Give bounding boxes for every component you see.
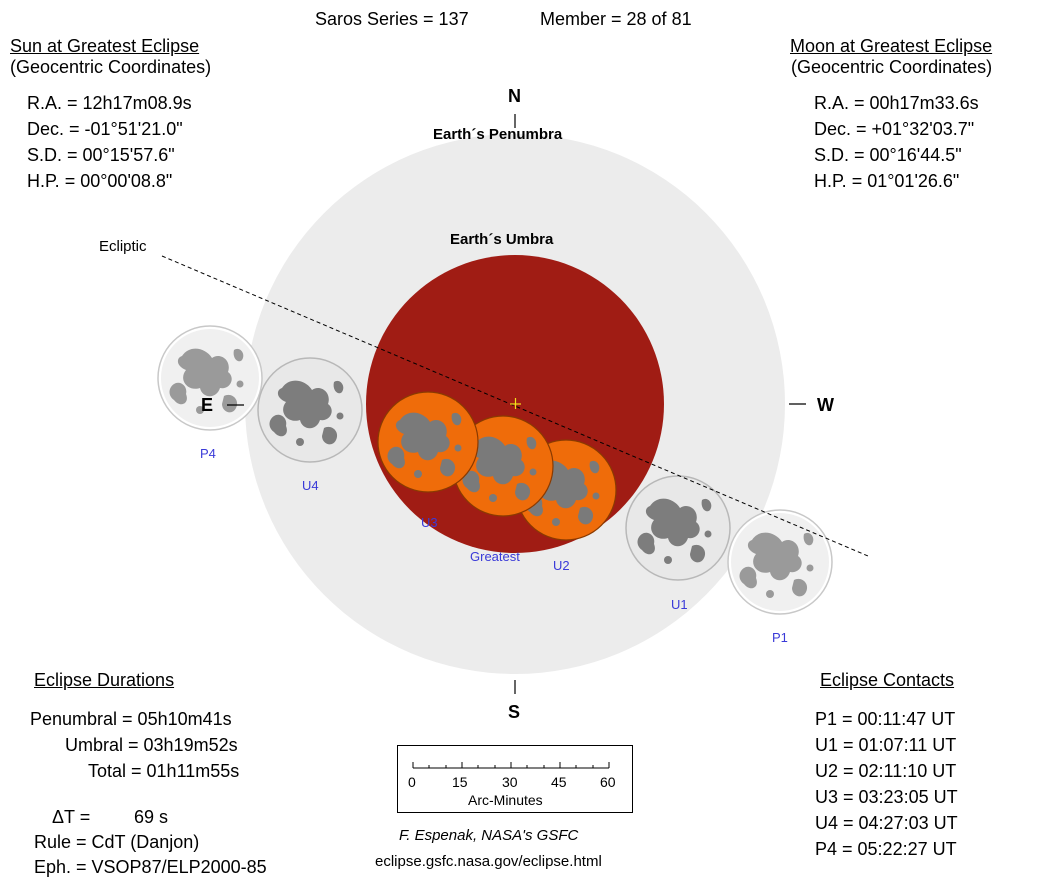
contact-p4: P4 = 05:22:27 UT: [815, 839, 957, 859]
moon-info: Moon at Greatest Eclipse (Geocentric Coo…: [790, 36, 992, 78]
contacts-block: P1 = 00:11:47 UT U1 = 01:07:11 UT U2 = 0…: [815, 706, 958, 862]
contact-label-u1: U1: [671, 597, 688, 612]
sun-hp: H.P. = 00°00'08.8": [27, 171, 173, 191]
west-label: W: [817, 395, 834, 415]
scale-tick-0: 0: [408, 774, 416, 790]
duration-total: Total = 01h11m55s: [88, 761, 240, 781]
ephemeris: Eph. = VSOP87/ELP2000-85: [34, 857, 267, 877]
sun-dec: Dec. = -01°51'21.0": [27, 119, 183, 139]
contact-label-p1: P1: [772, 630, 788, 645]
moon-coordinates: R.A. = 00h17m33.6s Dec. = +01°32'03.7" S…: [814, 90, 979, 194]
delta-t-label: ΔT =: [52, 807, 91, 827]
ecliptic-label: Ecliptic: [99, 238, 147, 255]
scale-tick-30: 30: [502, 774, 518, 790]
contact-label-greatest: Greatest: [470, 549, 520, 564]
duration-penumbral: Penumbral = 05h10m41s: [30, 709, 232, 729]
sun-info: Sun at Greatest Eclipse (Geocentric Coor…: [10, 36, 211, 78]
scale-bar-box: 0 15 30 45 60 Arc-Minutes: [397, 745, 633, 813]
durations-title: Eclipse Durations: [34, 670, 175, 690]
ecliptic-line: [161, 255, 869, 557]
umbra-label: Earth´s Umbra: [450, 231, 554, 248]
north-label: N: [508, 86, 521, 106]
sun-sd: S.D. = 00°15'57.6": [27, 145, 175, 165]
moon-title: Moon at Greatest Eclipse: [790, 36, 993, 56]
east-label: E: [201, 395, 214, 415]
scale-tick-45: 45: [551, 774, 567, 790]
moon-p1: [727, 509, 833, 615]
sun-title: Sun at Greatest Eclipse: [10, 36, 200, 56]
contact-label-u4: U4: [302, 478, 319, 493]
delta-t-value: 69 s: [134, 807, 169, 827]
credit-url: eclipse.gsfc.nasa.gov/eclipse.html: [375, 853, 602, 870]
contact-u1: U1 = 01:07:11 UT: [815, 735, 957, 755]
sun-coordinates: R.A. = 12h17m08.9s Dec. = -01°51'21.0" S…: [27, 90, 192, 194]
moon-hp: H.P. = 01°01'26.6": [814, 171, 960, 191]
contact-u3: U3 = 03:23:05 UT: [815, 787, 958, 807]
moon-dec: Dec. = +01°32'03.7": [814, 119, 975, 139]
scale-tick-60: 60: [600, 774, 616, 790]
moon-subtitle: (Geocentric Coordinates): [791, 57, 993, 77]
contact-p1: P1 = 00:11:47 UT: [815, 709, 956, 729]
sun-subtitle: (Geocentric Coordinates): [10, 57, 212, 77]
scale-unit-label: Arc-Minutes: [468, 792, 543, 808]
contact-label-p4: P4: [200, 446, 216, 461]
scale-tick-15: 15: [452, 774, 468, 790]
penumbra-label: Earth´s Penumbra: [433, 126, 563, 143]
durations-block: Penumbral = 05h10m41s Umbral = 03h19m52s…: [30, 706, 270, 784]
moon-u4: [257, 357, 363, 463]
saros-series: Saros Series = 137: [315, 9, 469, 29]
credit-author: F. Espenak, NASA's GSFC: [399, 827, 579, 844]
moon-u1: [625, 475, 731, 581]
rule: Rule = CdT (Danjon): [34, 832, 200, 852]
scale-ticks: [412, 762, 610, 768]
scale-bar: [412, 762, 610, 769]
contacts-title: Eclipse Contacts: [820, 670, 955, 690]
saros-member: Member = 28 of 81: [540, 9, 692, 29]
shadow-center-marker: [510, 398, 521, 409]
contact-u2: U2 = 02:11:10 UT: [815, 761, 957, 781]
moon-sd: S.D. = 00°16'44.5": [814, 145, 962, 165]
moon-p4: [157, 325, 263, 431]
moon-ra: R.A. = 00h17m33.6s: [814, 93, 979, 113]
contact-u4: U4 = 04:27:03 UT: [815, 813, 958, 833]
contact-label-u3: U3: [421, 515, 438, 530]
sun-ra: R.A. = 12h17m08.9s: [27, 93, 192, 113]
south-label: S: [508, 702, 521, 722]
moon-u3: [377, 391, 479, 493]
contact-label-u2: U2: [553, 558, 570, 573]
duration-umbral: Umbral = 03h19m52s: [65, 735, 238, 755]
